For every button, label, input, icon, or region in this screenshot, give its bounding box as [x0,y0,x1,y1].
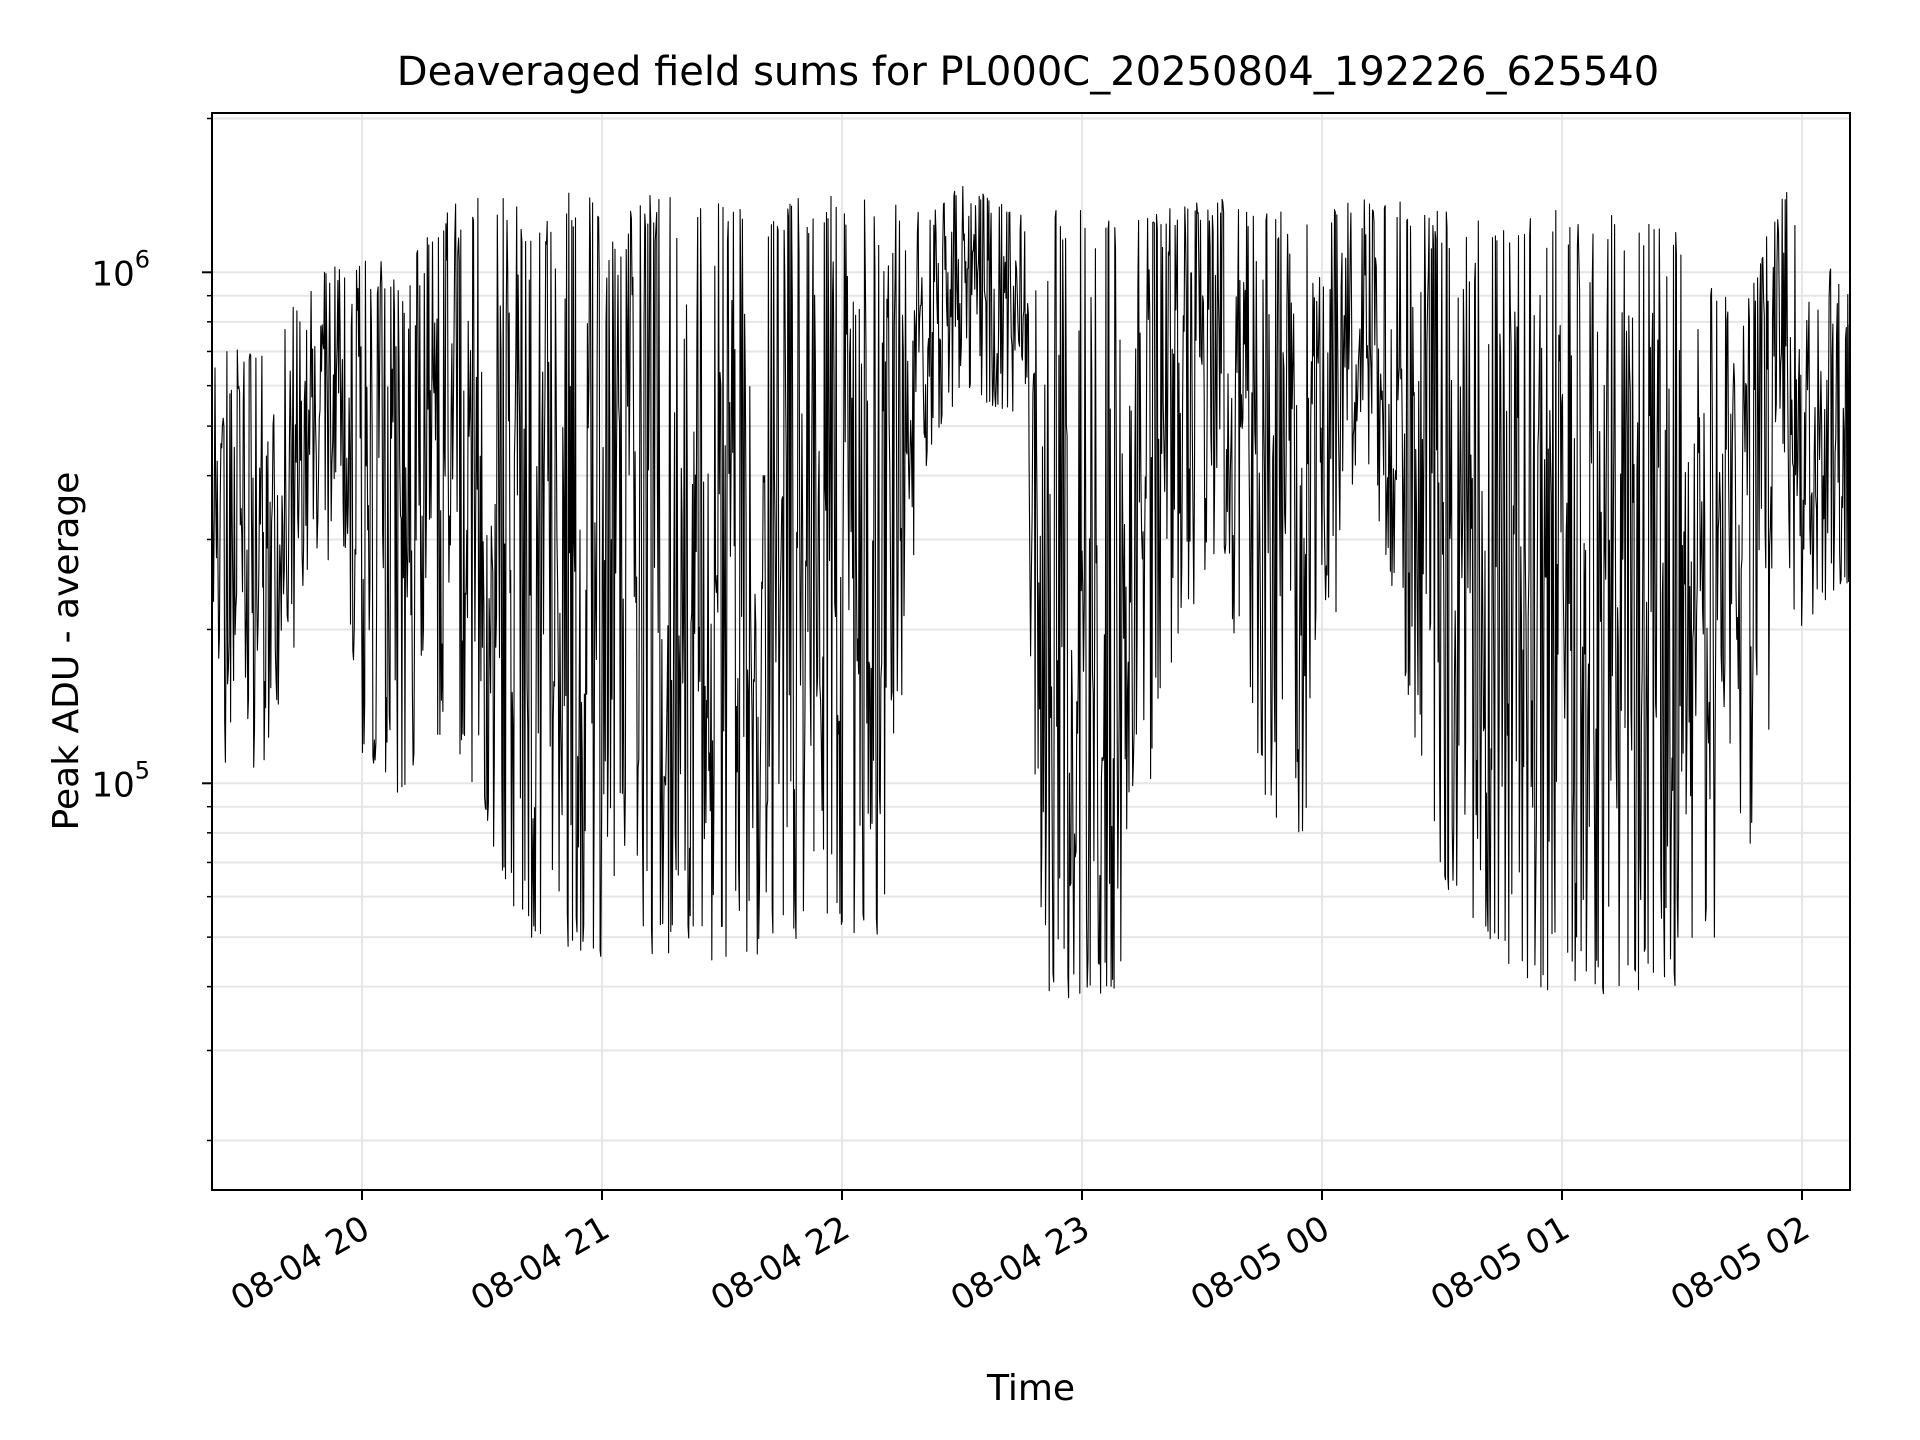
chart-title: Deaveraged field sums for PL000C_2025080… [397,49,1659,95]
x-axis-label: Time [986,1368,1075,1409]
x-axis: 08-04 20 08-04 21 08-04 22 08-04 23 08-05 00… [224,1190,1817,1319]
series-line [212,186,1850,999]
x-tick-label: 08-05 01 [1424,1208,1576,1319]
x-tick-label: 08-05 00 [1184,1208,1336,1319]
x-tick-label: 08-04 22 [704,1208,856,1319]
plot-frame [211,112,1851,1191]
y-tick-label: 106 [91,245,150,294]
x-tick-label: 08-04 23 [944,1208,1096,1319]
x-tick-label: 08-04 21 [464,1208,616,1319]
plot-area [212,186,1850,999]
y-axis-label: Peak ADU - average [46,472,87,831]
y-tick-label: 105 [91,756,150,805]
x-tick-label: 08-05 02 [1664,1208,1816,1319]
x-tick-label: 08-04 20 [224,1208,376,1319]
y-axis: 105 106 [91,117,212,1142]
